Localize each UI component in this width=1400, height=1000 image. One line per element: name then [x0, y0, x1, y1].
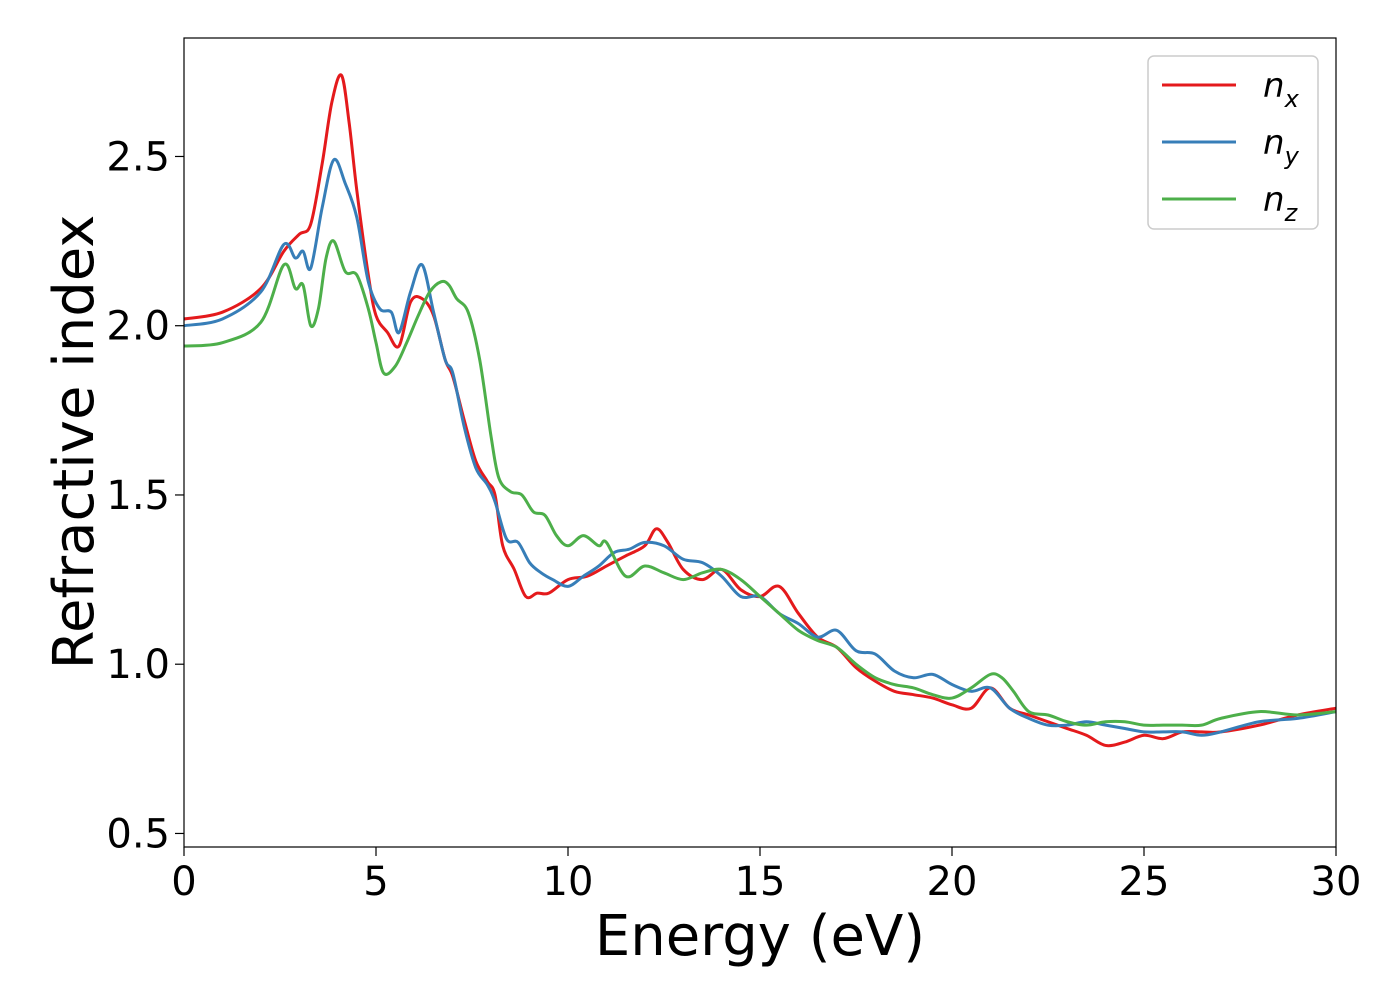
legend-label-base: n	[1263, 180, 1285, 220]
y-tick-label: 2.0	[106, 304, 170, 350]
y-tick-label: 2.5	[106, 134, 170, 180]
x-tick-label: 0	[171, 859, 196, 905]
series-lines	[184, 73, 1336, 748]
axis-ticks: 0 5 10 15 20 25 30 0.5 1.0 1.5 2.0 2.5	[106, 134, 1361, 905]
y-tick-label: 0.5	[106, 811, 170, 857]
series-line-nz	[184, 239, 1336, 728]
x-axis-title: Energy (eV)	[595, 904, 925, 969]
legend-label-nx: nx	[1263, 66, 1300, 113]
legend-label-subscript: y	[1284, 142, 1300, 170]
y-tick-label: 1.5	[106, 473, 170, 519]
legend-label-ny: ny	[1263, 123, 1300, 170]
legend-label-base: n	[1263, 66, 1285, 106]
x-tick-label: 5	[363, 859, 388, 905]
y-tick-label: 1.0	[106, 642, 170, 688]
legend-label-nz: nz	[1263, 180, 1299, 227]
legend-label-subscript: z	[1284, 199, 1299, 227]
x-tick-label: 15	[735, 859, 786, 905]
x-tick-label: 10	[543, 859, 594, 905]
x-tick-label: 25	[1119, 859, 1170, 905]
legend-label-subscript: x	[1284, 85, 1300, 113]
x-tick-label: 30	[1311, 859, 1362, 905]
x-tick-label: 20	[927, 859, 978, 905]
series-line-ny	[184, 157, 1336, 737]
legend-label-base: n	[1263, 123, 1285, 163]
y-axis-title: Refractive index	[42, 215, 107, 670]
